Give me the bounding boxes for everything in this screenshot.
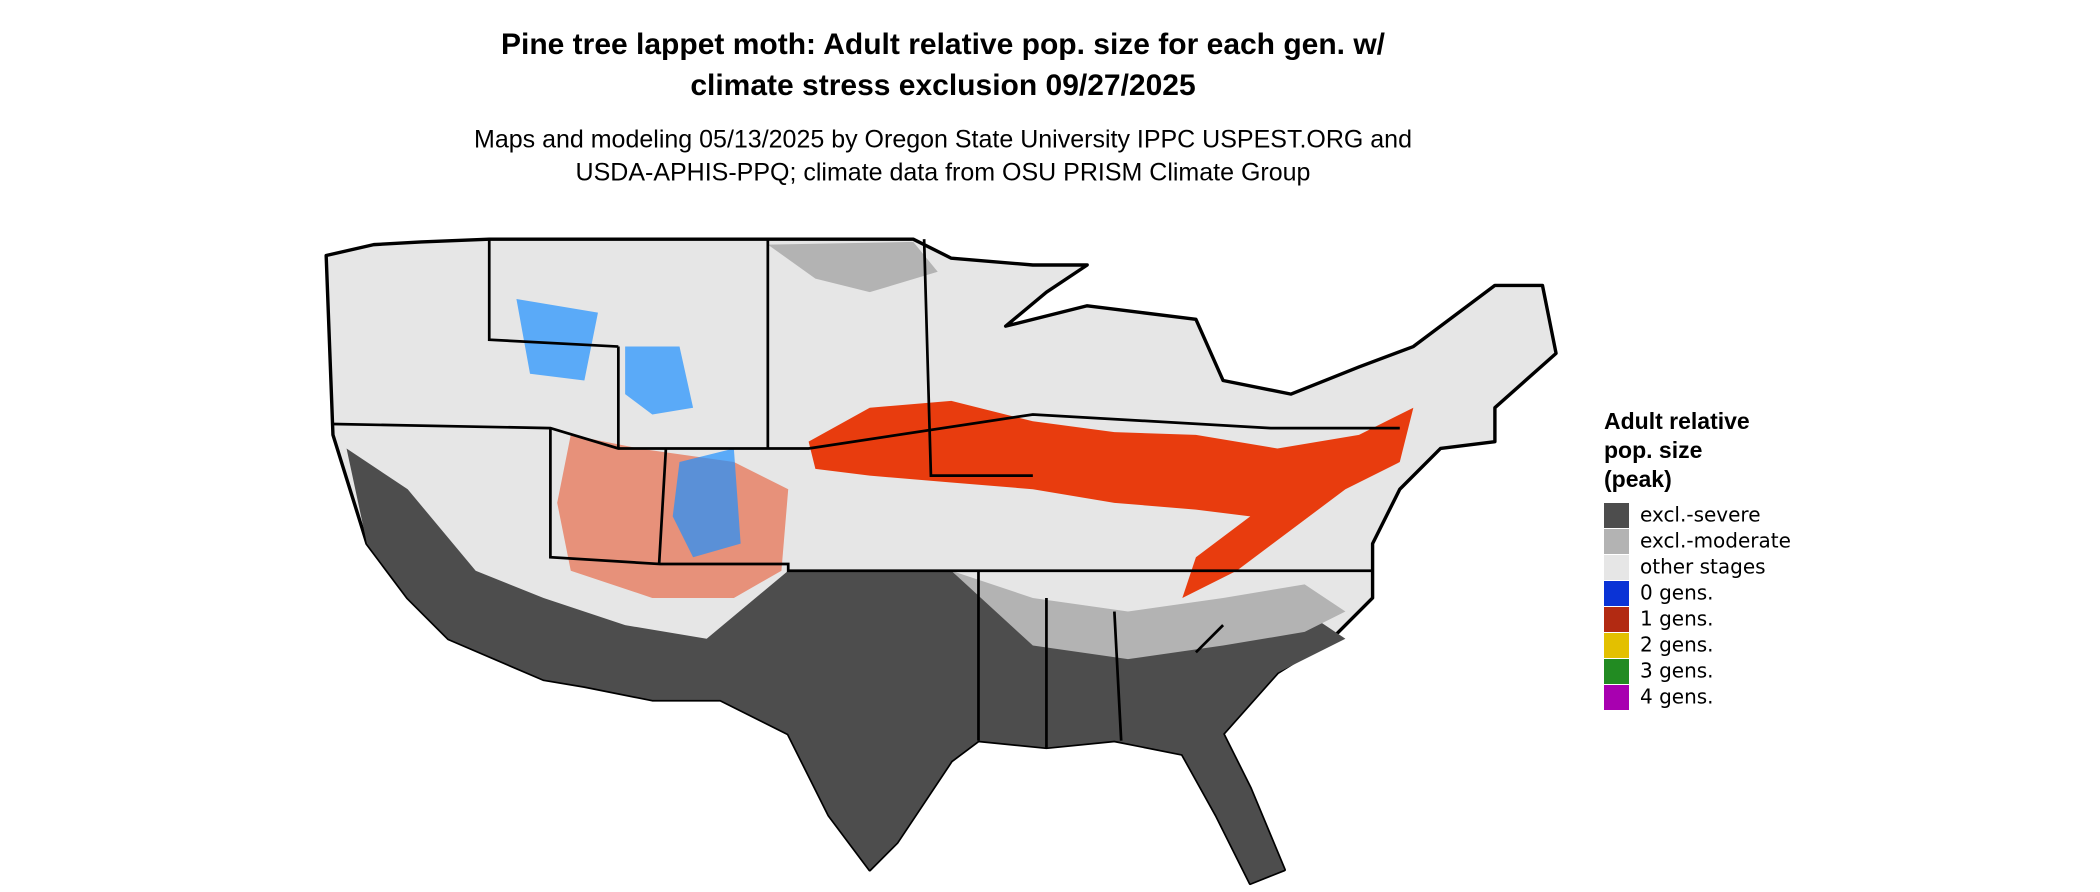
legend-swatch <box>1604 555 1629 580</box>
subtitle: Maps and modeling 05/13/2025 by Oregon S… <box>474 126 1412 154</box>
legend-label: other stages <box>1640 555 1766 579</box>
legend-title: (peak) <box>1604 466 1672 492</box>
us-outline <box>324 237 1558 886</box>
legend-label: 2 gens. <box>1640 633 1714 657</box>
title: Pine tree lappet moth: Adult relative po… <box>501 28 1386 61</box>
one-gen-region <box>808 400 1414 598</box>
legend-label: 0 gens. <box>1640 581 1714 605</box>
state-border <box>332 413 1400 450</box>
legend-label: 4 gens. <box>1640 685 1714 709</box>
state-borders <box>332 239 1400 748</box>
legend: Adult relative pop. size (peak) excl.-sever… <box>1604 408 1791 710</box>
state-border <box>549 428 1373 573</box>
legend-title: pop. size <box>1604 437 1702 463</box>
excluded-moderate-region <box>951 570 1346 660</box>
legend-swatch <box>1604 659 1629 684</box>
subtitle: USDA-APHIS-PPQ; climate data from OSU PR… <box>576 159 1311 187</box>
legend-swatch <box>1604 607 1629 632</box>
state-border <box>977 570 1225 748</box>
excluded-moderate-region <box>767 241 938 293</box>
legend-swatch <box>1604 529 1629 554</box>
legend-label: excl.-severe <box>1640 503 1761 527</box>
legend-swatch <box>1604 581 1629 606</box>
excluded-severe-region <box>346 448 1346 884</box>
legend-swatch <box>1604 503 1629 528</box>
state-border <box>487 239 1033 478</box>
map <box>324 237 1558 886</box>
legend-label: 3 gens. <box>1640 659 1714 683</box>
legend-title: Adult relative <box>1604 408 1750 434</box>
legend-swatch <box>1604 685 1629 710</box>
legend-label: excl.-moderate <box>1640 529 1791 553</box>
legend-swatch <box>1604 633 1629 658</box>
zero-gen-region <box>516 298 741 558</box>
legend-label: 1 gens. <box>1640 607 1714 631</box>
title: climate stress exclusion 09/27/2025 <box>690 69 1195 102</box>
